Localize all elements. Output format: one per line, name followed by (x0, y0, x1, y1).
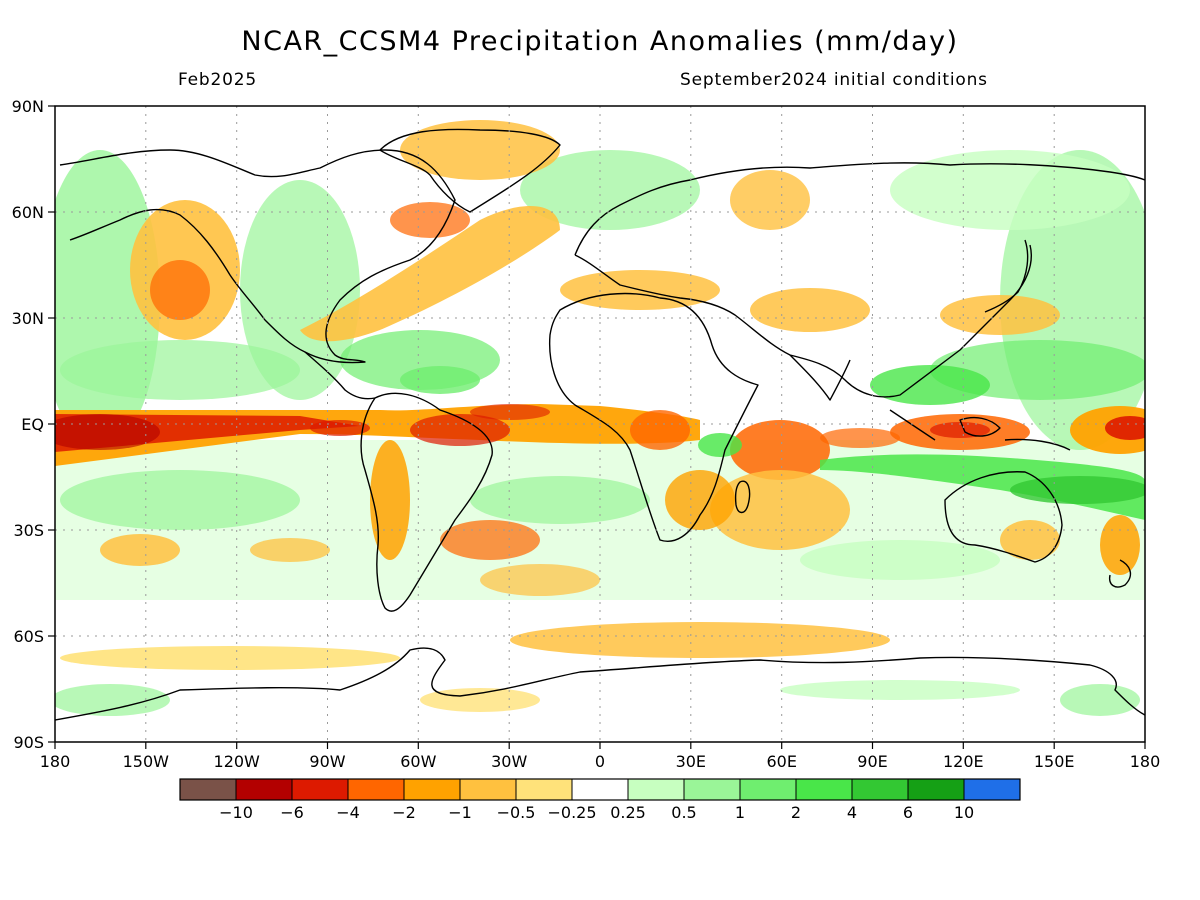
colorbar-swatch (179, 778, 237, 801)
colorbar-swatch (739, 778, 797, 801)
colorbar-tick-label: 1 (735, 803, 745, 822)
colorbar-swatch (571, 778, 629, 801)
colorbar-tick-label: 6 (903, 803, 913, 822)
colorbar-tick-label: 0.5 (671, 803, 696, 822)
latitude-labels: 90N 60N 30N EQ 30S 60S 90S (12, 97, 44, 752)
lon-label: 30E (676, 752, 706, 771)
colorbar-swatch (347, 778, 405, 801)
colorbar-labels: −10 −6 −4 −2 −1 −0.5 −0.25 0.25 0.5 1 2 4 6 10 (219, 803, 974, 822)
lat-label: EQ (21, 415, 44, 434)
colorbar-tick-label: −6 (280, 803, 304, 822)
colorbar-swatches (179, 778, 1021, 801)
init-conditions-label: September2024 initial conditions (680, 70, 988, 90)
colorbar-swatch (907, 778, 965, 801)
colorbar-tick-label: 10 (954, 803, 974, 822)
lon-label: 0 (595, 752, 605, 771)
anomaly-field (55, 120, 1145, 716)
colorbar-swatch (291, 778, 349, 801)
lon-label: 90E (857, 752, 887, 771)
colorbar-tick-label: −4 (336, 803, 360, 822)
colorbar: −10 −6 −4 −2 −1 −0.5 −0.25 0.25 0.5 1 2 4 6 10 (179, 778, 1021, 822)
coastlines (55, 128, 1145, 721)
lat-label: 30S (13, 521, 44, 540)
colorbar-swatch (515, 778, 573, 801)
colorbar-swatch (403, 778, 461, 801)
colorbar-swatch (235, 778, 293, 801)
colorbar-tick-label: −10 (219, 803, 253, 822)
lat-label: 60S (13, 627, 44, 646)
lat-label: 30N (12, 309, 44, 328)
lon-label: 150W (123, 752, 170, 771)
colorbar-swatch (963, 778, 1021, 801)
lon-label: 180 (40, 752, 71, 771)
colorbar-swatch (683, 778, 741, 801)
colorbar-tick-label: −0.25 (547, 803, 596, 822)
colorbar-tick-label: −1 (448, 803, 472, 822)
valid-month-label: Feb2025 (178, 70, 257, 90)
lon-label: 30W (491, 752, 527, 771)
colorbar-tick-label: 4 (847, 803, 857, 822)
colorbar-tick-label: 2 (791, 803, 801, 822)
lon-label: 90W (309, 752, 345, 771)
lat-label: 90N (12, 97, 44, 116)
colorbar-swatch (851, 778, 909, 801)
colorbar-frame (179, 778, 1021, 801)
map-title: NCAR_CCSM4 Precipitation Anomalies (mm/d… (241, 26, 959, 57)
lon-label: 150E (1034, 752, 1075, 771)
lat-label: 90S (13, 733, 44, 752)
colorbar-tick-label: 0.25 (610, 803, 646, 822)
lon-label: 60W (400, 752, 436, 771)
lon-label: 180 (1130, 752, 1161, 771)
lon-label: 120W (214, 752, 261, 771)
colorbar-tick-label: −0.5 (497, 803, 536, 822)
lon-label: 60E (766, 752, 796, 771)
colorbar-swatch (795, 778, 853, 801)
lat-lon-gridlines (55, 106, 1145, 742)
colorbar-tick-label: −2 (392, 803, 416, 822)
axis-ticks (48, 105, 1146, 749)
lon-label: 120E (943, 752, 984, 771)
colorbar-swatch (627, 778, 685, 801)
colorbar-swatch (459, 778, 517, 801)
lat-label: 60N (12, 203, 44, 222)
longitude-labels: 180 150W 120W 90W 60W 30W 0 30E 60E 90E … (40, 752, 1161, 771)
